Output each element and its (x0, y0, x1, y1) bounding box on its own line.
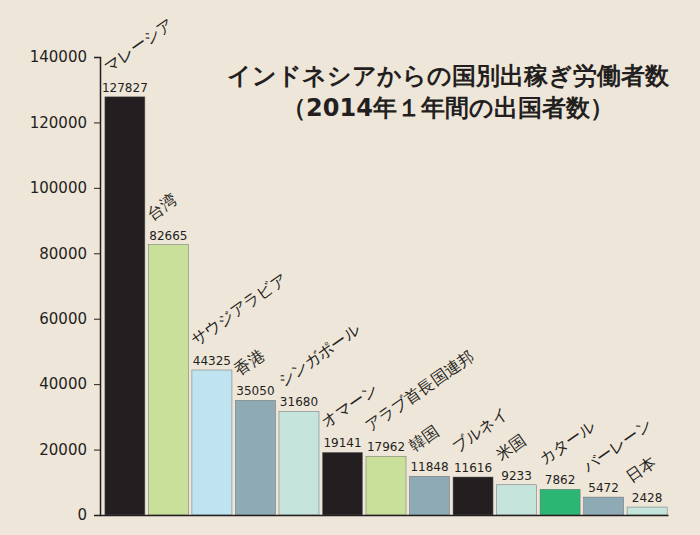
data-label: 2428 (632, 491, 663, 505)
y-tick-label: 20000 (39, 441, 87, 459)
bar (497, 485, 537, 515)
data-label: 11848 (410, 460, 448, 474)
bar (148, 245, 188, 515)
bar (105, 97, 145, 515)
y-tick-mark (94, 384, 100, 385)
category-label: シンガポール (274, 320, 364, 391)
category-label: 香港 (231, 346, 268, 380)
data-label: 19141 (323, 436, 361, 450)
category-label: サウジアラビア (187, 269, 290, 349)
data-labels: 127827 82665 44325 35050 31680 19141 17962 1184… (102, 81, 662, 505)
subtitle: （2014年１年間の出国者数） (282, 94, 614, 122)
category-label: マレーシア (100, 15, 176, 76)
y-tick-label: 120000 (30, 114, 87, 132)
y-tick-label: 140000 (30, 48, 87, 66)
bar (279, 411, 319, 515)
x-axis (101, 515, 669, 516)
y-tick-mark (94, 319, 100, 320)
y-tick: 0 (77, 506, 100, 524)
data-label: 35050 (236, 384, 274, 398)
y-axis: 0 20000 40000 60000 80000 100000 120000 140000 (30, 48, 101, 524)
category-label: アラブ首長国連邦 (361, 347, 477, 436)
data-label: 17962 (367, 440, 405, 454)
y-axis-line (94, 58, 101, 516)
y-tick-label: 60000 (39, 310, 87, 328)
bar (627, 507, 667, 515)
bar (235, 400, 275, 515)
y-tick: 20000 (39, 441, 100, 459)
bar (540, 489, 580, 515)
y-tick: 80000 (39, 245, 100, 263)
x-axis-line (101, 515, 669, 517)
y-tick-mark (94, 188, 100, 189)
bar (410, 476, 450, 515)
y-tick-mark (94, 450, 100, 451)
y-tick-mark (94, 57, 100, 58)
data-label: 82665 (149, 229, 187, 243)
y-tick: 100000 (30, 179, 100, 197)
y-tick-label: 80000 (39, 245, 87, 263)
y-tick-mark (94, 515, 100, 516)
y-tick-label: 0 (77, 506, 87, 524)
y-tick-mark (94, 122, 100, 123)
y-tick-mark (94, 253, 100, 254)
category-label: 日本 (622, 452, 659, 486)
category-label: 米国 (492, 430, 529, 464)
data-label: 31680 (280, 395, 318, 409)
category-label: 台湾 (144, 190, 181, 224)
data-label: 9233 (501, 469, 532, 483)
bar (453, 477, 493, 515)
data-label: 5472 (588, 481, 619, 495)
y-tick: 40000 (39, 375, 100, 393)
data-label: 127827 (102, 81, 148, 95)
y-tick-label: 40000 (39, 375, 87, 393)
background (0, 0, 700, 535)
data-label: 7862 (545, 473, 576, 487)
data-label: 44325 (193, 354, 231, 368)
title: インドネシアからの国別出稼ぎ労働者数 (227, 62, 670, 90)
data-label: 11616 (454, 461, 492, 475)
y-tick: 140000 (30, 48, 100, 66)
y-tick-label: 100000 (30, 179, 87, 197)
bar (584, 497, 624, 515)
y-tick: 120000 (30, 114, 100, 132)
chart: 0 20000 40000 60000 80000 100000 120000 140000 1… (0, 0, 700, 535)
bar (366, 456, 406, 515)
y-tick: 60000 (39, 310, 100, 328)
bar (322, 452, 362, 515)
bars (105, 97, 667, 515)
category-label: 韓国 (405, 422, 442, 456)
bar (192, 370, 232, 515)
